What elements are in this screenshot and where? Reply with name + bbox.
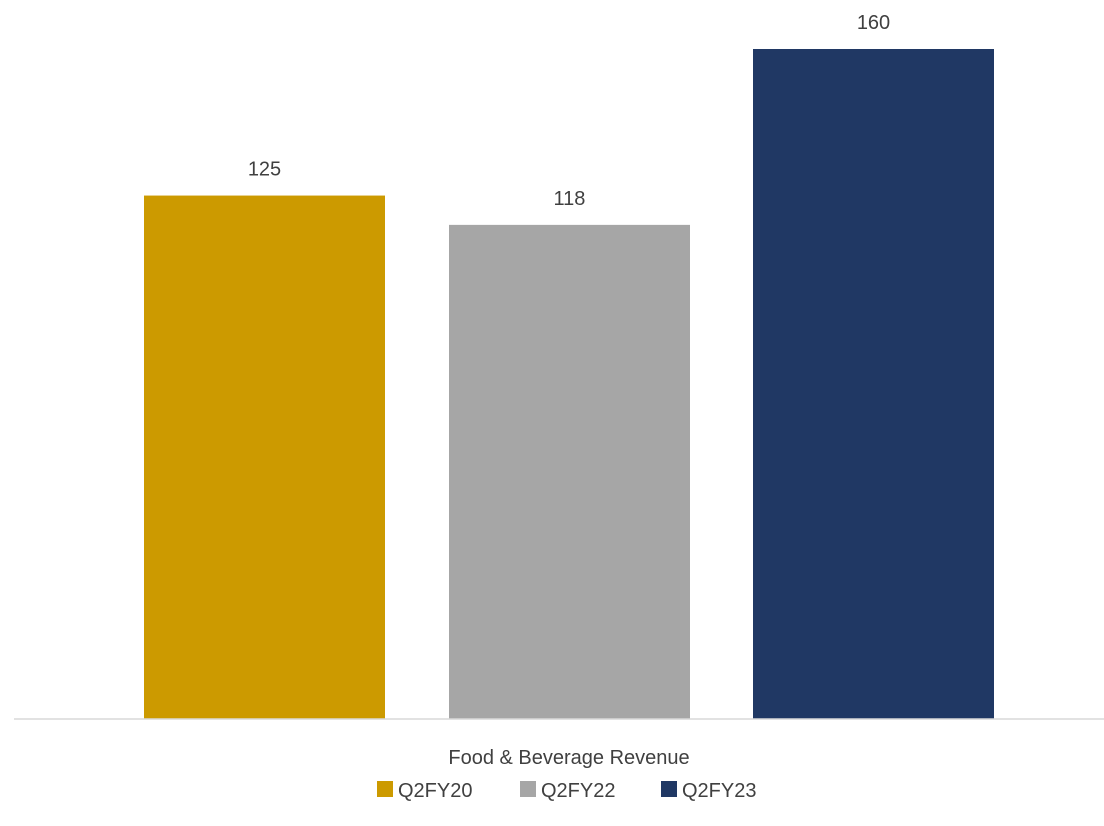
data-labels-group: 125 118 160	[248, 12, 890, 210]
bar-q2fy23	[753, 49, 994, 719]
bar-q2fy20	[144, 195, 385, 719]
legend-swatch-q2fy20	[377, 781, 393, 797]
legend-label-q2fy20: Q2FY20	[398, 780, 472, 802]
category-label: Food & Beverage Revenue	[448, 747, 689, 769]
legend-label-q2fy22: Q2FY22	[541, 780, 615, 802]
legend: Q2FY20 Q2FY22 Q2FY23	[377, 780, 756, 802]
bar-q2fy22	[449, 224, 690, 719]
legend-swatch-q2fy23	[661, 781, 677, 797]
legend-swatch-q2fy22	[520, 781, 536, 797]
data-label-q2fy20: 125	[248, 159, 281, 181]
bars-group	[144, 49, 994, 719]
data-label-q2fy22: 118	[554, 188, 586, 210]
legend-label-q2fy23: Q2FY23	[682, 780, 756, 802]
data-label-q2fy23: 160	[857, 12, 890, 34]
